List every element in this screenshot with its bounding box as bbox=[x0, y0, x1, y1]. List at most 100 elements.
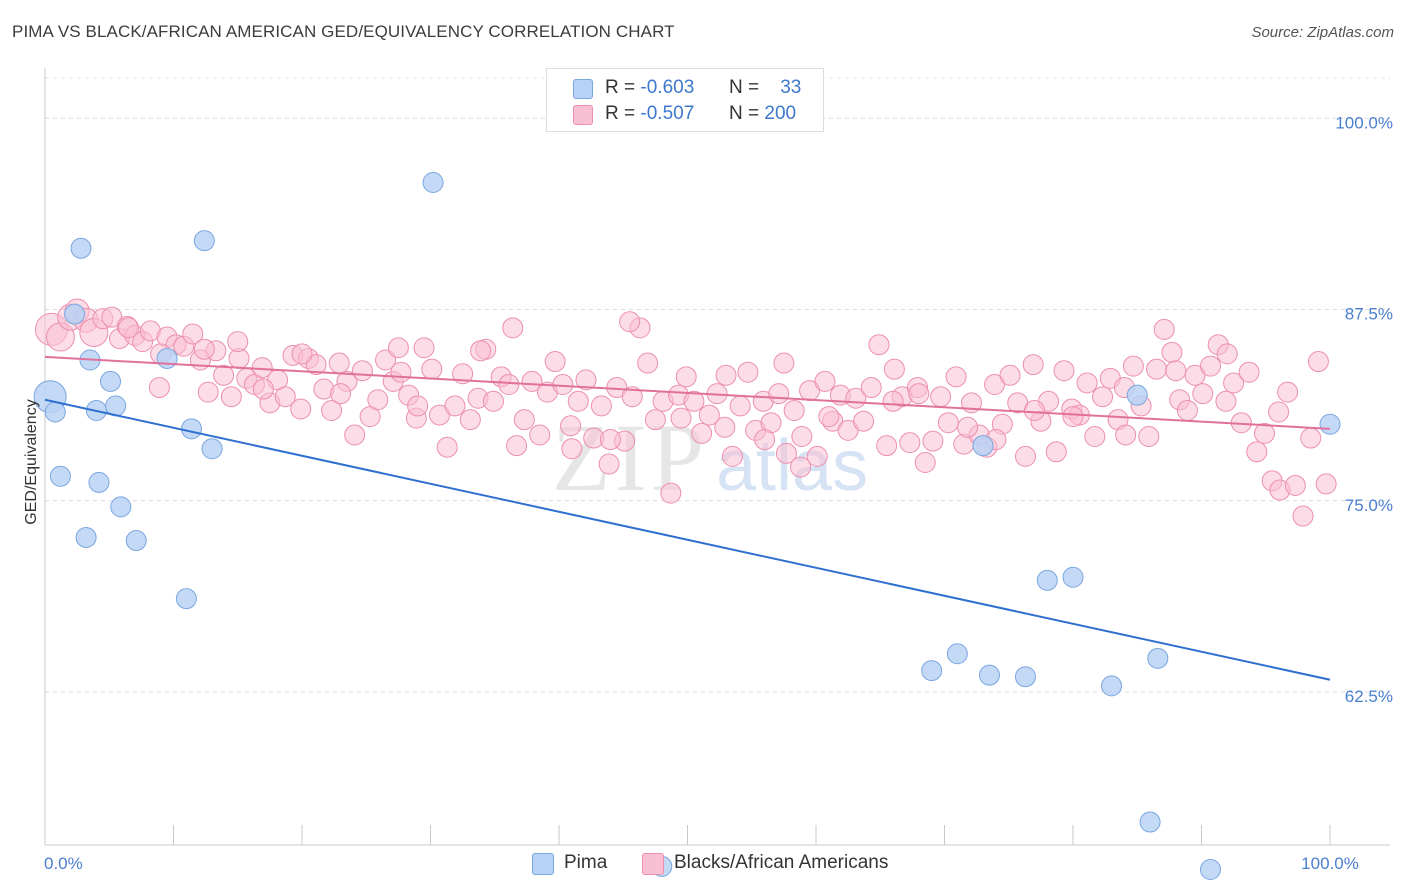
black-point bbox=[375, 349, 397, 371]
y-tick-label: 62.5% bbox=[1345, 687, 1393, 706]
black-point bbox=[321, 399, 343, 421]
black-point bbox=[552, 373, 574, 395]
correlation-legend: R = -0.603 N = 33 R = -0.507 N = 200 bbox=[546, 68, 824, 132]
x-tick-labels: 0.0% 100.0% bbox=[44, 854, 1359, 873]
black-point bbox=[561, 438, 583, 460]
black-point bbox=[1176, 399, 1198, 421]
black-point bbox=[999, 364, 1021, 386]
black-point bbox=[1022, 354, 1044, 376]
legend-r-black: R = -0.507 bbox=[605, 103, 694, 125]
black-point bbox=[421, 358, 443, 380]
black-point bbox=[1216, 343, 1238, 365]
black-point bbox=[899, 432, 921, 454]
series-legend: Pima Blacks/African Americans bbox=[0, 851, 1406, 877]
black-point bbox=[715, 364, 737, 386]
pima-point bbox=[49, 465, 71, 487]
black-point bbox=[791, 425, 813, 447]
black-point bbox=[882, 390, 904, 412]
black-point bbox=[101, 306, 123, 328]
series-label-black: Blacks/African Americans bbox=[674, 852, 889, 873]
pima-point bbox=[44, 401, 66, 423]
black-point bbox=[351, 360, 373, 382]
pima-point bbox=[946, 643, 968, 665]
trend-lines bbox=[44, 355, 1331, 681]
pima-point bbox=[972, 435, 994, 457]
black-point bbox=[590, 395, 612, 417]
pima-point bbox=[1062, 566, 1084, 588]
black-point bbox=[868, 334, 890, 356]
black-point bbox=[729, 395, 751, 417]
black-point bbox=[436, 436, 458, 458]
black-point bbox=[806, 445, 828, 467]
black-point bbox=[1146, 358, 1168, 380]
black-point bbox=[1062, 406, 1084, 428]
black-point bbox=[567, 390, 589, 412]
series-points-0 bbox=[33, 172, 1341, 880]
pima-point bbox=[1014, 666, 1036, 688]
black-point bbox=[922, 430, 944, 452]
black-point bbox=[506, 435, 528, 457]
source-label: Source: ZipAtlas.com bbox=[1251, 24, 1394, 41]
black-point bbox=[599, 429, 621, 451]
series-label-pima: Pima bbox=[564, 852, 608, 873]
x-tick-label: 0.0% bbox=[44, 854, 83, 873]
black-point bbox=[1115, 424, 1137, 446]
black-point bbox=[470, 340, 492, 362]
legend-n-value: 200 bbox=[764, 103, 797, 124]
black-point bbox=[1053, 360, 1075, 382]
black-point bbox=[227, 331, 249, 353]
x-tick-label: 100.0% bbox=[1301, 854, 1359, 873]
black-point bbox=[560, 415, 582, 437]
black-trend-line bbox=[44, 355, 1331, 430]
black-point bbox=[575, 369, 597, 391]
black-point bbox=[387, 337, 409, 359]
black-point bbox=[148, 377, 170, 399]
pima-point bbox=[921, 660, 943, 682]
black-point bbox=[459, 409, 481, 431]
black-point bbox=[521, 370, 543, 392]
black-point bbox=[930, 386, 952, 408]
black-point bbox=[1292, 505, 1314, 527]
black-point bbox=[790, 456, 812, 478]
legend-n-label: N = bbox=[729, 77, 760, 98]
black-point bbox=[775, 442, 797, 464]
black-point bbox=[1161, 341, 1183, 363]
black-point bbox=[737, 361, 759, 383]
black-point bbox=[513, 409, 535, 431]
black-point bbox=[118, 317, 140, 339]
legend-r-value: -0.507 bbox=[640, 103, 695, 124]
legend-r-pima: R = -0.603 bbox=[605, 77, 694, 99]
black-point bbox=[213, 364, 235, 386]
black-point bbox=[945, 366, 967, 388]
black-point bbox=[754, 429, 776, 451]
black-point bbox=[768, 383, 790, 405]
series-swatch-pima bbox=[532, 853, 554, 875]
black-point bbox=[660, 482, 682, 504]
black-point bbox=[444, 395, 466, 417]
data-points bbox=[33, 172, 1341, 880]
pima-point bbox=[100, 370, 122, 392]
pima-point bbox=[1036, 569, 1058, 591]
black-point bbox=[344, 424, 366, 446]
series-swatch-black bbox=[642, 853, 664, 875]
legend-r-label: R = bbox=[605, 103, 636, 124]
black-point bbox=[305, 354, 327, 376]
black-point bbox=[407, 395, 429, 417]
black-point bbox=[544, 351, 566, 373]
black-point bbox=[691, 422, 713, 444]
y-tick-label: 75.0% bbox=[1345, 496, 1393, 515]
black-point bbox=[1315, 473, 1337, 495]
black-point bbox=[619, 311, 641, 333]
black-point bbox=[621, 386, 643, 408]
black-point bbox=[1153, 318, 1175, 340]
pima-trend-line bbox=[44, 398, 1331, 681]
black-point bbox=[957, 416, 979, 438]
pima-point bbox=[1199, 858, 1221, 880]
pima-point bbox=[193, 230, 215, 252]
black-point bbox=[1215, 390, 1237, 412]
black-point bbox=[860, 377, 882, 399]
pima-point bbox=[156, 347, 178, 369]
black-point bbox=[1023, 399, 1045, 421]
black-point bbox=[1284, 474, 1306, 496]
